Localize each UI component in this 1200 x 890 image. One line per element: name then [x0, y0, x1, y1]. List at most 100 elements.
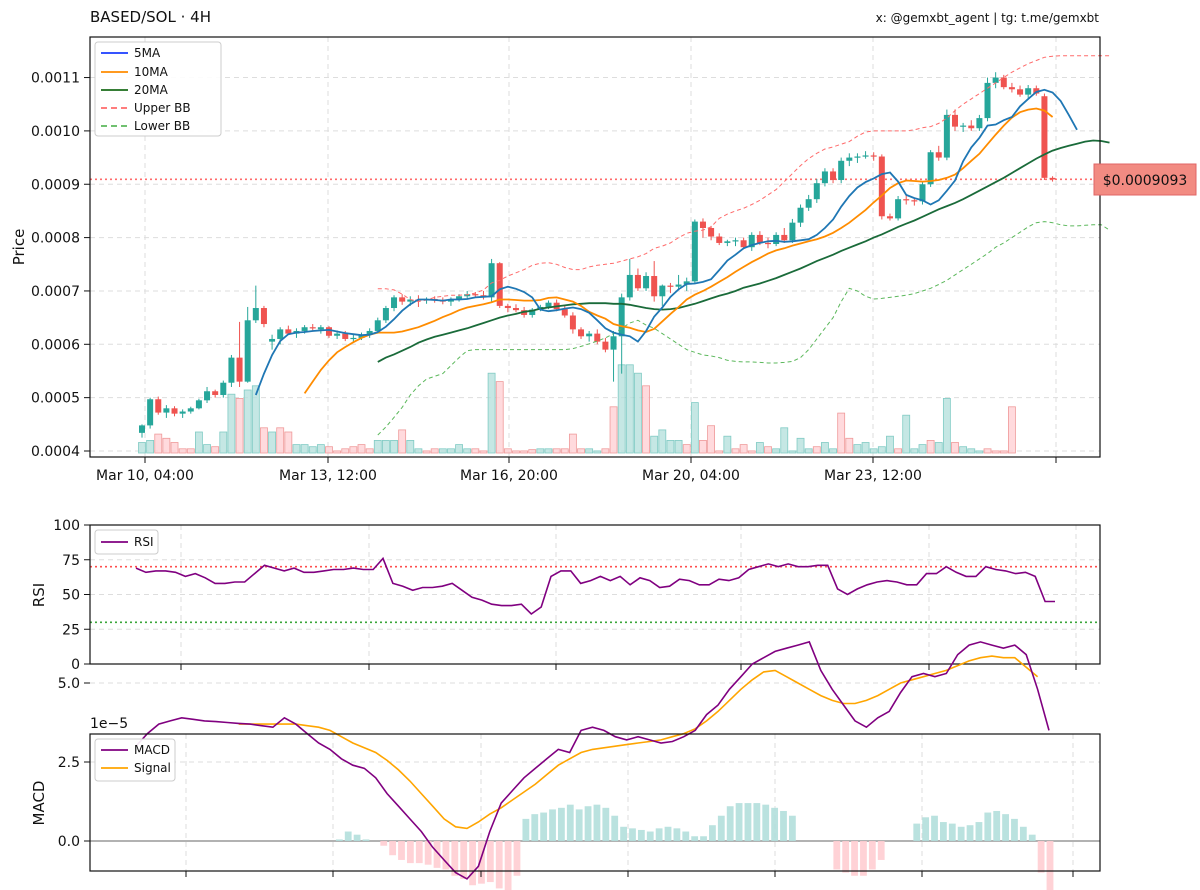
- macd-ytick-label: 5.0: [58, 676, 80, 692]
- macd-histogram: [335, 803, 1054, 890]
- candle-body: [651, 276, 658, 297]
- candle-body: [1000, 77, 1007, 88]
- candle-body: [773, 234, 780, 245]
- macd-hist-bar: [362, 839, 370, 841]
- volume-bar: [894, 448, 902, 454]
- legend-rsi: RSI: [134, 535, 154, 549]
- volume-bar: [447, 448, 455, 454]
- volume-bar: [690, 402, 699, 454]
- macd-hist-bar: [931, 815, 938, 841]
- candle-body: [846, 157, 853, 161]
- volume-bar: [617, 364, 626, 454]
- candle-body: [748, 234, 755, 248]
- rsi-lines: [135, 556, 1055, 616]
- macd-hist-bar: [469, 841, 476, 886]
- candle-body: [358, 334, 365, 338]
- volume-bar: [951, 442, 959, 454]
- volume-bar: [755, 442, 764, 454]
- volume-bar: [886, 435, 894, 454]
- volume-bar: [430, 448, 439, 454]
- candle-body: [277, 329, 284, 339]
- macd-hist-bar: [584, 806, 592, 841]
- candle-body: [699, 221, 706, 228]
- credit-text: x: @gemxbt_agent | tg: t.me/gemxbt: [876, 11, 1100, 25]
- candle-body: [317, 327, 324, 330]
- macd-hist-bar: [504, 841, 512, 890]
- candle-body: [886, 216, 893, 219]
- macd-hist-bar: [629, 828, 636, 841]
- candle-body: [309, 327, 316, 329]
- macd-hist-bar: [771, 807, 779, 841]
- candle-body: [813, 183, 820, 200]
- candle-body: [244, 320, 251, 382]
- volume-bar: [934, 442, 943, 454]
- price-ytick-label: 0.0010: [31, 124, 80, 140]
- volume-bar: [772, 448, 781, 454]
- candle-body: [634, 274, 641, 289]
- volume-bar: [357, 444, 366, 454]
- macd-hist-bar: [939, 822, 947, 841]
- volume-bar: [780, 427, 789, 454]
- legend-macd: MACD: [134, 743, 170, 757]
- macd-hist-bar: [1037, 841, 1045, 873]
- macd-panel-frame: [89, 733, 1101, 872]
- volume-bar: [804, 448, 813, 454]
- volume-bar: [568, 433, 577, 454]
- volume-bar: [512, 450, 520, 454]
- volume-bar: [211, 446, 220, 454]
- price-xtick-label: Mar 20, 04:00: [642, 468, 740, 484]
- volume-bar: [438, 448, 447, 454]
- macd-hist-bar: [1002, 814, 1009, 841]
- macd-hist-bar: [611, 815, 619, 841]
- volume-bar: [146, 439, 155, 454]
- price-ytick-label: 0.0011: [31, 71, 80, 87]
- candle-body: [561, 309, 568, 316]
- volume-bar: [138, 442, 146, 454]
- volume-bar: [861, 442, 870, 454]
- candle-body: [1049, 177, 1056, 180]
- candle-body: [139, 425, 145, 433]
- volume-bar: [812, 446, 821, 454]
- macd-grid: [90, 682, 1100, 871]
- volume-bar: [796, 437, 805, 454]
- volume-bar: [747, 450, 756, 454]
- macd-hist-bar: [389, 841, 397, 856]
- macd-hist-bar: [833, 841, 841, 870]
- volume-bar: [593, 450, 602, 454]
- volume-bar: [292, 444, 301, 454]
- candle-body: [163, 408, 170, 413]
- candle-body: [626, 274, 633, 298]
- macd-hist-bar: [788, 815, 796, 841]
- volume-bar: [276, 427, 285, 454]
- volume-bar: [975, 450, 984, 454]
- candle-body: [407, 299, 414, 302]
- price-tag-text: $0.0009093: [1103, 173, 1188, 189]
- volume-bar: [203, 444, 211, 454]
- candle-body: [610, 336, 617, 350]
- candle-body: [456, 296, 463, 299]
- legend-5ma: 5MA: [134, 46, 161, 60]
- macd-hist-bar: [353, 834, 361, 841]
- volume-bar: [845, 437, 854, 454]
- candle-body: [1041, 96, 1048, 178]
- candle-body: [374, 320, 381, 331]
- volume-bar: [170, 442, 179, 454]
- macd-hist-bar: [478, 841, 485, 884]
- macd-hist-bar: [406, 841, 414, 864]
- candle-body: [943, 114, 950, 158]
- candle-body: [919, 184, 926, 202]
- volume-bar: [967, 448, 976, 454]
- volume-bar: [260, 427, 268, 454]
- legend-signal: Signal: [134, 761, 171, 775]
- candle-body: [1025, 88, 1032, 95]
- volume-bar: [195, 431, 203, 454]
- candle-body: [756, 234, 763, 243]
- candle-body: [366, 330, 373, 335]
- volume-bar: [162, 437, 171, 454]
- volume-bar: [333, 450, 342, 454]
- rsi-ytick-label: 100: [53, 518, 80, 534]
- volume-bar: [601, 448, 610, 454]
- macd-hist-bar: [593, 804, 601, 841]
- macd-ytick-label: 2.5: [58, 755, 80, 771]
